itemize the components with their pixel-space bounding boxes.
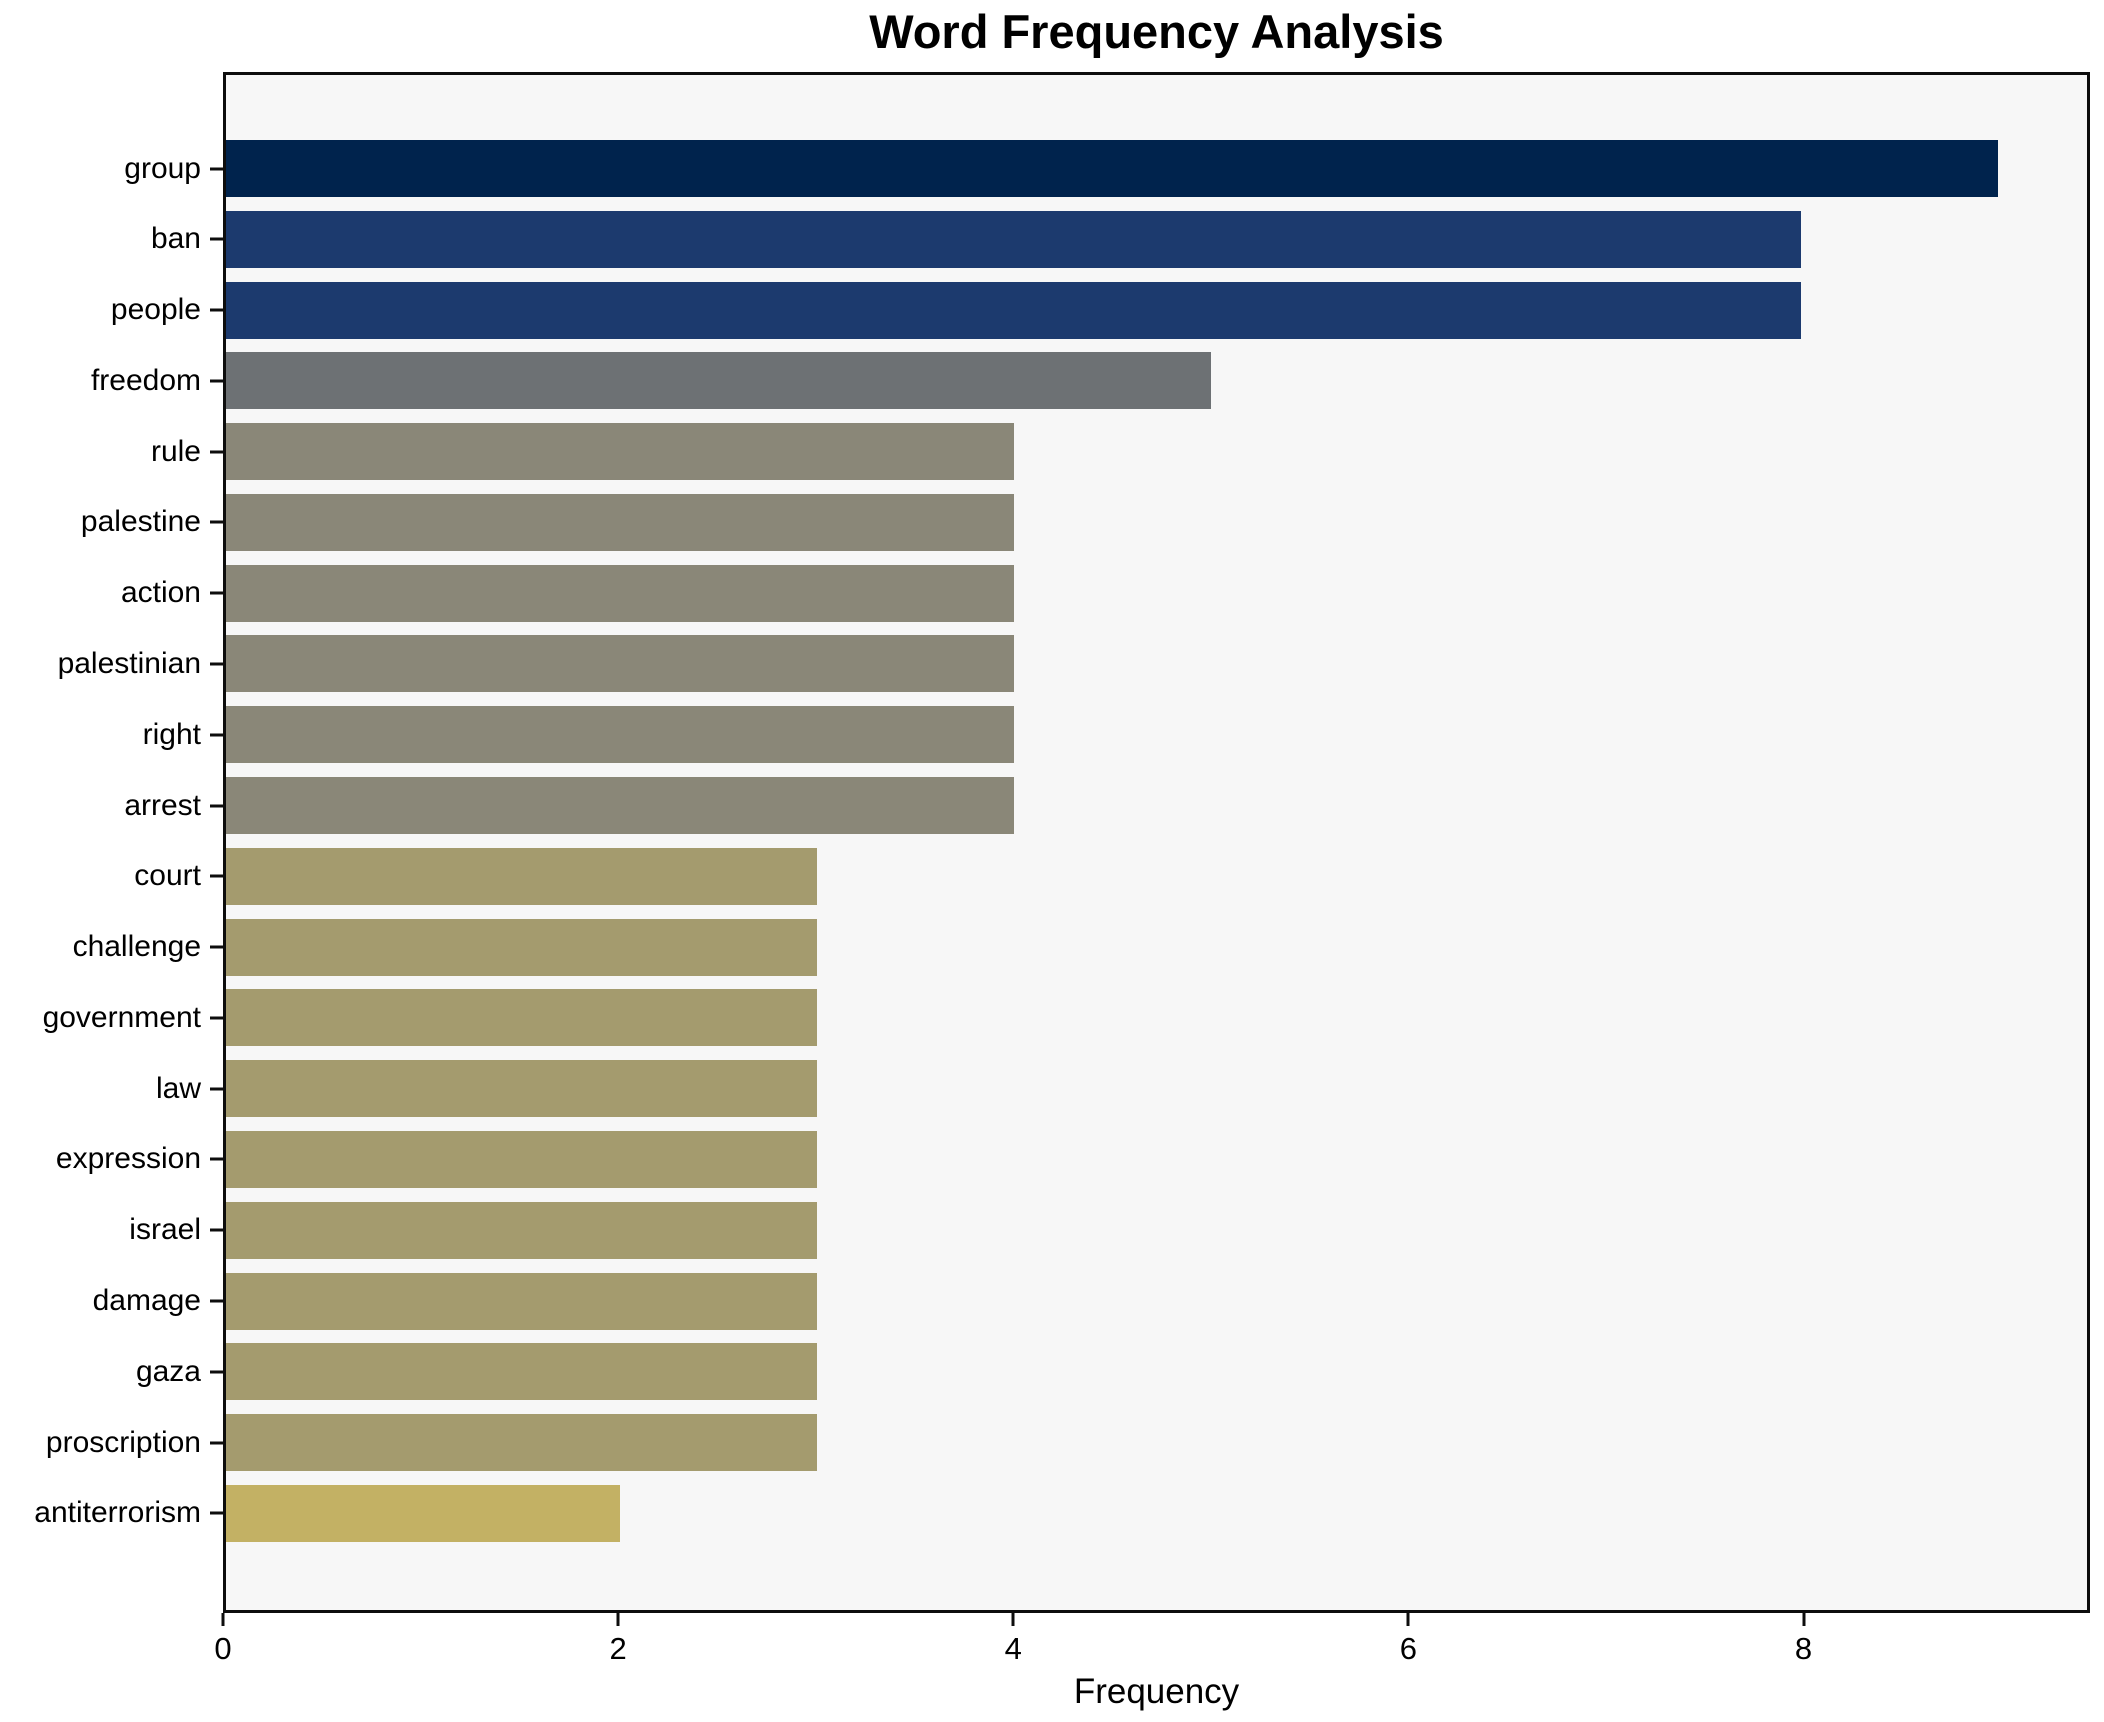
y-tick-mark	[210, 662, 223, 666]
x-axis-label: Frequency	[1073, 1672, 1240, 1711]
chart-title: Word Frequency Analysis	[869, 5, 1444, 58]
bar-row: palestinian	[58, 635, 2087, 693]
x-tick-mark	[1802, 1613, 1806, 1626]
y-tick-label: ban	[150, 222, 201, 256]
y-tick-label: right	[142, 717, 201, 751]
y-tick-label: group	[124, 151, 201, 185]
y-tick-label: court	[134, 859, 201, 893]
y-tick-label: people	[110, 293, 201, 327]
bar-israel	[226, 1201, 817, 1259]
bar-row: arrest	[124, 777, 2087, 835]
bar-expression	[226, 1130, 817, 1188]
x-tick-label: 4	[1004, 1631, 1022, 1666]
bar-row: palestine	[81, 493, 2087, 551]
y-tick-mark	[210, 945, 223, 949]
bar-row: challenge	[73, 918, 2087, 976]
y-tick-mark	[210, 874, 223, 878]
bar-row: court	[134, 847, 2087, 905]
y-tick-label: rule	[150, 434, 201, 468]
y-tick-mark	[210, 591, 223, 595]
y-tick-mark	[210, 1087, 223, 1091]
y-tick-mark	[210, 1016, 223, 1020]
bar-row: action	[121, 564, 2087, 622]
y-tick-label: palestinian	[57, 646, 201, 680]
y-tick-mark	[210, 237, 223, 241]
bar-challenge	[226, 918, 817, 976]
x-tick-label: 6	[1399, 1631, 1418, 1666]
bar-row: proscription	[46, 1414, 2087, 1472]
x-tick-mark	[616, 1613, 620, 1626]
y-tick-label: antiterrorism	[34, 1496, 201, 1530]
bar-arrest	[226, 777, 1014, 835]
x-tick-mark	[1406, 1613, 1410, 1626]
y-tick-label: gaza	[135, 1354, 201, 1388]
y-tick-mark	[210, 520, 223, 524]
y-tick-mark	[210, 733, 223, 737]
y-tick-mark	[210, 804, 223, 808]
x-axis: 0 2 4 6 8	[214, 1613, 2090, 1693]
bar-proscription	[226, 1414, 817, 1472]
x-tick-label: 0	[214, 1631, 232, 1666]
y-tick-label: palestine	[80, 505, 201, 539]
bar-row: israel	[129, 1201, 2087, 1259]
y-tick-label: arrest	[124, 788, 201, 822]
bar-row: government	[43, 989, 2087, 1047]
y-tick-mark	[210, 1441, 223, 1445]
bar-row: people	[111, 281, 2087, 339]
bar-ban	[226, 210, 1802, 268]
bar-law	[226, 1060, 817, 1118]
y-tick-mark	[210, 1511, 223, 1515]
bar-group	[226, 140, 1999, 197]
bar-row: ban	[151, 210, 2087, 268]
y-tick-mark	[210, 308, 223, 312]
bar-row: antiterrorism	[34, 1484, 2087, 1542]
y-tick-mark	[210, 379, 223, 383]
y-tick-mark	[210, 1370, 223, 1374]
bar-action	[226, 564, 1014, 622]
bar-row: freedom	[91, 352, 2087, 410]
bar-row: rule	[151, 423, 2087, 481]
y-tick-mark	[210, 450, 223, 454]
bar-damage	[226, 1272, 817, 1330]
y-tick-label: law	[155, 1071, 201, 1105]
x-tick-mark	[221, 1613, 225, 1626]
bar-palestine	[226, 493, 1014, 551]
x-tick-label: 8	[1794, 1631, 1813, 1666]
bar-palestinian	[226, 635, 1014, 693]
y-tick-label: government	[42, 1000, 201, 1034]
bar-people	[226, 281, 1802, 339]
bar-government	[226, 989, 817, 1047]
y-tick-label: freedom	[90, 363, 201, 397]
bar-gaza	[226, 1343, 817, 1401]
y-tick-mark	[210, 167, 223, 170]
bar-right	[226, 706, 1014, 764]
y-tick-label: action	[120, 576, 201, 610]
bar-row: law	[156, 1060, 2087, 1118]
bar-row: right	[143, 706, 2087, 764]
y-tick-label: damage	[92, 1284, 201, 1317]
y-tick-mark	[210, 1299, 223, 1303]
bar-rule	[226, 423, 1014, 481]
bar-row: group	[124, 140, 2087, 197]
bar-row: gaza	[136, 1343, 2087, 1401]
bar-antiterrorism	[226, 1484, 620, 1542]
bars-container: group ban people freedom rule palestine action…	[34, 140, 2087, 1542]
y-tick-mark	[210, 1157, 223, 1161]
bar-court	[226, 847, 817, 905]
x-tick-mark	[1011, 1613, 1015, 1626]
y-tick-mark	[210, 1228, 223, 1232]
y-tick-label: israel	[129, 1213, 201, 1247]
x-tick-label: 2	[609, 1631, 627, 1666]
plot-area: group ban people freedom rule palestine action…	[34, 72, 2090, 1613]
bar-freedom	[226, 352, 1211, 410]
y-tick-label: proscription	[45, 1425, 201, 1459]
y-tick-label: challenge	[72, 930, 201, 964]
bar-row: damage	[93, 1272, 2087, 1330]
bar-row: expression	[56, 1130, 2087, 1188]
y-tick-label: expression	[55, 1142, 201, 1176]
